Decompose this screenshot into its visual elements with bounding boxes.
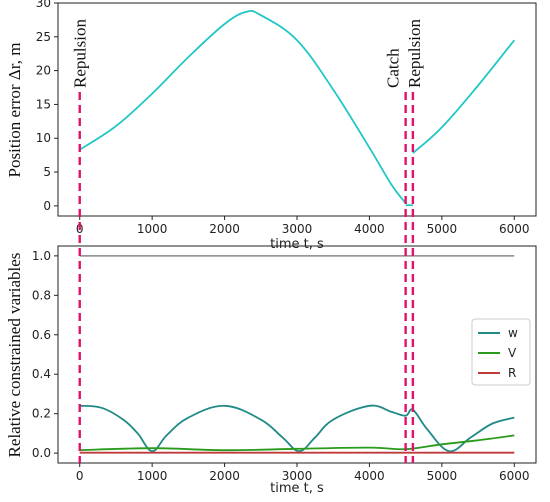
bottom-x-tick-label: 4000 [354,469,385,483]
series-line-w [79,404,515,453]
top-y-tick-label: 5 [43,165,51,179]
bottom-plot-frame [57,245,537,464]
bottom-y-tick-label: 0.2 [32,407,51,421]
legend-label-V: V [508,346,517,360]
position-error-line-segment [79,9,407,204]
top-panel: 0100020003000400050006000051015202530 Po… [5,0,537,252]
bottom-x-tick-label: 1000 [137,469,168,483]
series-line-V [79,434,515,452]
top-y-tick-label: 10 [36,131,51,145]
top-y-tick-label: 25 [36,30,51,44]
legend-label-R: R [508,366,516,380]
legend-box [471,318,531,386]
bottom-x-tick-label: 2000 [209,469,240,483]
top-x-tick-label: 3000 [282,222,313,236]
bottom-x-tick-label: 3000 [282,469,313,483]
top-plot-frame [57,2,537,217]
top-y-tick-label: 0 [43,199,51,213]
bottom-y-tick-label: 0.0 [32,446,51,460]
top-x-axis-title: time t, s [270,237,324,252]
bottom-y-tick-label: 0.8 [32,288,51,302]
top-y-tick-label: 15 [36,97,51,111]
bottom-x-tick-label: 0 [76,469,84,483]
top-x-tick-label: 1000 [137,222,168,236]
legend: wVR [471,318,531,386]
top-y-axis-title: Position error Δr, m [5,43,24,178]
bottom-y-tick-label: 1.0 [32,249,51,263]
top-x-tick-label: 5000 [427,222,458,236]
top-x-tick-label: 4000 [354,222,385,236]
top-y-tick-label: 30 [36,0,51,10]
bottom-x-tick-label: 6000 [499,469,530,483]
bottom-y-tick-label: 0.6 [32,328,51,342]
bottom-x-tick-label: 5000 [427,469,458,483]
event-annotations: Repulsion Catch Repulsion [71,19,424,88]
top-x-tick-label: 6000 [499,222,530,236]
bottom-panel: 0 1000 2000 3000 4000 5000 6000 0.0 0.2 0.4 0.6 0.8… [5,245,537,496]
position-error-line-segment [412,39,516,154]
event-annotation: Catch [384,48,403,88]
bottom-x-axis-title: time t, s [270,481,324,496]
legend-label-w: w [508,326,518,340]
event-annotation: Repulsion [71,19,90,88]
top-y-tick-label: 20 [36,64,51,78]
bottom-y-axis-title: Relative constrained variables [5,253,24,458]
event-annotation: Repulsion [405,19,424,88]
event-markers [78,92,415,463]
top-x-tick-label: 2000 [209,222,240,236]
bottom-y-tick-label: 0.4 [32,367,51,381]
